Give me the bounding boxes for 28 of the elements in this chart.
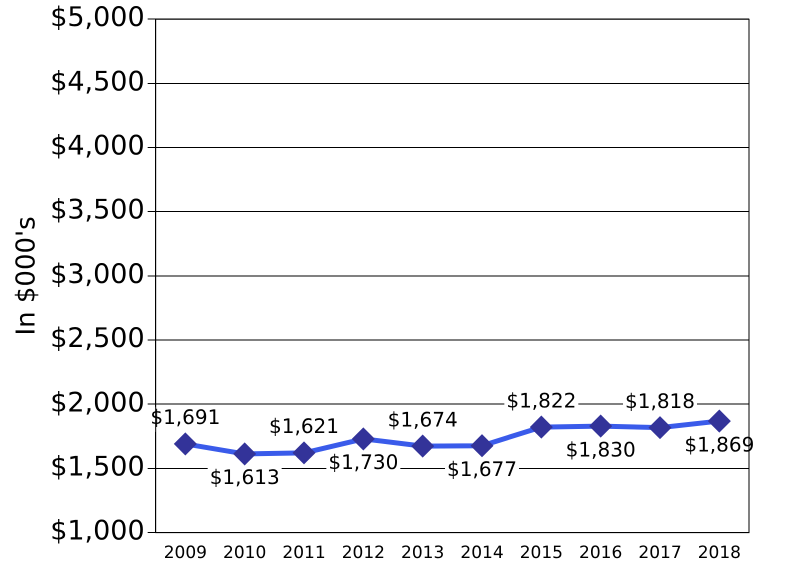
x-tick-label: 2018	[698, 543, 741, 564]
y-tick-label: $1,500	[50, 451, 145, 482]
y-tick-label: $3,000	[50, 258, 145, 290]
y-tick-label: $2,500	[50, 323, 145, 354]
y-tick-label: $1,000	[50, 516, 145, 547]
data-label: $1,830	[566, 437, 636, 462]
data-label: $1,677	[447, 456, 517, 481]
data-label: $1,822	[506, 388, 576, 412]
data-label: $1,621	[269, 414, 339, 438]
x-tick-label: 2012	[342, 543, 385, 564]
data-label: $1,730	[328, 450, 398, 474]
x-tick-label: 2011	[282, 543, 326, 564]
x-tick-label: 2014	[460, 543, 504, 564]
y-tick-label: $4,000	[50, 130, 145, 162]
x-tick-label: 2009	[164, 543, 207, 564]
x-tick-label: 2010	[223, 543, 266, 564]
data-label: $1,674	[388, 407, 458, 432]
x-tick-label: 2016	[579, 543, 622, 564]
y-tick-label: $3,500	[50, 194, 145, 226]
x-tick-label: 2017	[638, 543, 682, 564]
y-tick-label: $5,000	[50, 2, 145, 34]
y-tick-label: $4,500	[50, 66, 145, 98]
data-label: $1,613	[210, 465, 280, 490]
data-label: $1,818	[625, 388, 695, 413]
x-tick-label: 2015	[520, 543, 563, 564]
y-axis-title: In $000's	[11, 216, 42, 336]
x-tick-label: 2013	[401, 543, 444, 564]
y-tick-label: $2,000	[50, 387, 145, 418]
